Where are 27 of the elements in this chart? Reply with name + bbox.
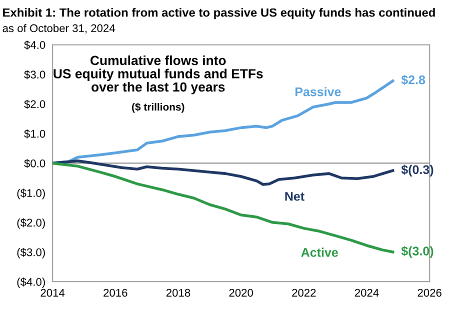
x-tick-label: 2014	[40, 288, 65, 297]
y-tick-label: $0.0	[24, 159, 46, 168]
y-tick-label: $4.0	[24, 40, 46, 50]
y-tick-label: ($3.0)	[17, 248, 45, 258]
series-label: Passive	[295, 87, 341, 96]
x-tick-label: 2022	[292, 288, 316, 297]
y-tick-label: $3.0	[24, 70, 46, 80]
y-tick-label: $2.0	[24, 100, 46, 109]
x-tick-label: 2026	[418, 288, 442, 297]
y-tick-label: ($1.0)	[17, 188, 45, 200]
series-label: Net	[285, 192, 304, 201]
data-label: $(0.3)	[401, 164, 434, 177]
y-tick-label: ($2.0)	[17, 218, 45, 229]
x-tick-label: 2016	[104, 288, 128, 297]
series-label: Active	[301, 248, 338, 257]
data-label: $(3.0)	[401, 246, 434, 258]
x-tick-label: 2018	[166, 288, 190, 297]
y-tick-label: $1.0	[24, 129, 46, 138]
chart-title: Exhibit 1: The rotation from active to passive US equity funds has continued	[3, 8, 435, 20]
chart-subtitle: as of October 31, 2024	[2, 24, 115, 34]
y-tick-label: ($4.0)	[17, 277, 45, 288]
data-label: $2.8	[401, 74, 426, 86]
annotation: ($ trillions)	[132, 102, 184, 113]
x-tick-label: 2024	[354, 288, 379, 297]
x-tick-label: 2020	[229, 288, 253, 297]
annotation: Cumulative flows into US equity mutual funds and ETFs over the last 10 years	[54, 55, 263, 94]
line-series	[52, 159, 394, 186]
